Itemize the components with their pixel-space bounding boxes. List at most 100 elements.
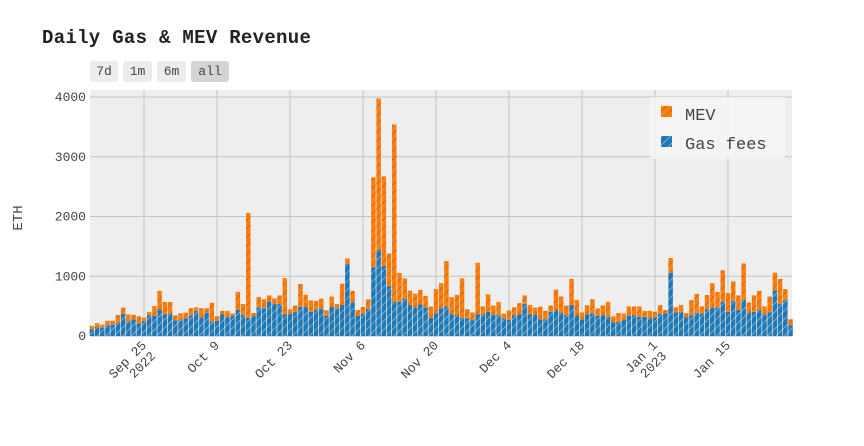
bar-mev[interactable] <box>736 295 741 311</box>
bar-gas-fees[interactable] <box>501 318 507 336</box>
bar-mev[interactable] <box>428 306 434 318</box>
bar-gas-fees[interactable] <box>475 314 480 336</box>
bar-gas-fees[interactable] <box>538 319 543 336</box>
bar-gas-fees[interactable] <box>350 302 355 336</box>
bar-gas-fees[interactable] <box>553 310 559 336</box>
bar-gas-fees[interactable] <box>454 315 460 336</box>
bar-gas-fees[interactable] <box>386 286 392 336</box>
bar-mev[interactable] <box>438 283 444 309</box>
bar-mev[interactable] <box>548 305 553 312</box>
bar-gas-fees[interactable] <box>584 314 590 336</box>
bar-mev[interactable] <box>506 310 512 320</box>
bar-mev[interactable] <box>496 301 501 316</box>
bar-gas-fees[interactable] <box>683 317 689 336</box>
bar-gas-fees[interactable] <box>339 304 345 336</box>
bar-gas-fees[interactable] <box>694 312 699 336</box>
bar-gas-fees[interactable] <box>767 312 772 336</box>
bar-mev[interactable] <box>611 316 616 323</box>
bar-gas-fees[interactable] <box>480 314 486 336</box>
bar-mev[interactable] <box>788 319 793 326</box>
bar-mev[interactable] <box>152 306 157 316</box>
bar-mev[interactable] <box>673 307 679 313</box>
bar-mev[interactable] <box>595 308 600 316</box>
bar-gas-fees[interactable] <box>616 321 621 336</box>
bar-mev[interactable] <box>668 258 673 273</box>
bar-gas-fees[interactable] <box>564 315 569 336</box>
bar-gas-fees[interactable] <box>689 315 694 336</box>
bar-gas-fees[interactable] <box>100 327 105 336</box>
bar-gas-fees[interactable] <box>652 317 658 336</box>
bar-gas-fees[interactable] <box>438 308 444 336</box>
bar-mev[interactable] <box>564 305 569 316</box>
bar-mev[interactable] <box>454 294 460 316</box>
bar-mev[interactable] <box>256 296 261 308</box>
bar-mev[interactable] <box>433 289 439 314</box>
bar-gas-fees[interactable] <box>725 311 731 336</box>
bar-gas-fees[interactable] <box>647 318 653 336</box>
bar-mev[interactable] <box>710 283 715 308</box>
bar-mev[interactable] <box>637 306 642 317</box>
bar-gas-fees[interactable] <box>178 320 183 336</box>
bar-mev[interactable] <box>527 304 533 315</box>
bar-gas-fees[interactable] <box>173 320 178 336</box>
bar-gas-fees[interactable] <box>433 313 439 336</box>
bar-gas-fees[interactable] <box>527 314 533 336</box>
bar-gas-fees[interactable] <box>605 316 611 336</box>
bar-mev[interactable] <box>465 309 470 319</box>
bar-gas-fees[interactable] <box>183 318 188 336</box>
bar-gas-fees[interactable] <box>611 322 616 336</box>
bar-gas-fees[interactable] <box>756 310 762 336</box>
bar-mev[interactable] <box>146 312 152 316</box>
bar-mev[interactable] <box>371 177 376 268</box>
bar-mev[interactable] <box>704 295 710 310</box>
bar-mev[interactable] <box>136 316 142 324</box>
bar-mev[interactable] <box>376 98 381 250</box>
bar-mev[interactable] <box>319 298 324 310</box>
bar-gas-fees[interactable] <box>136 323 142 336</box>
bar-mev[interactable] <box>313 300 319 310</box>
bar-mev[interactable] <box>162 301 168 315</box>
legend-label-mev[interactable]: MEV <box>685 107 716 126</box>
bar-mev[interactable] <box>569 278 574 305</box>
bar-gas-fees[interactable] <box>126 321 131 336</box>
bar-mev[interactable] <box>167 301 173 314</box>
bar-mev[interactable] <box>287 309 293 314</box>
bar-mev[interactable] <box>350 290 355 303</box>
legend[interactable]: MEV Gas fees <box>650 97 785 159</box>
bar-mev[interactable] <box>402 278 407 299</box>
bar-mev[interactable] <box>511 307 517 316</box>
bar-gas-fees[interactable] <box>621 319 626 336</box>
bar-gas-fees[interactable] <box>423 307 428 336</box>
bar-gas-fees[interactable] <box>287 313 293 336</box>
bar-gas-fees[interactable] <box>204 312 209 336</box>
bar-gas-fees[interactable] <box>282 314 288 336</box>
bar-gas-fees[interactable] <box>772 290 778 336</box>
bar-gas-fees[interactable] <box>590 313 595 336</box>
bar-gas-fees[interactable] <box>167 313 173 336</box>
bar-mev[interactable] <box>110 320 115 325</box>
bar-gas-fees[interactable] <box>569 304 574 336</box>
bar-mev[interactable] <box>751 295 757 312</box>
bar-mev[interactable] <box>261 299 267 309</box>
bar-gas-fees[interactable] <box>256 307 261 336</box>
bar-mev[interactable] <box>600 305 606 316</box>
bar-gas-fees[interactable] <box>345 263 350 336</box>
bar-gas-fees[interactable] <box>292 312 298 336</box>
bar-gas-fees[interactable] <box>412 307 418 336</box>
bar-mev[interactable] <box>783 289 788 300</box>
bar-gas-fees[interactable] <box>631 315 637 336</box>
bar-gas-fees[interactable] <box>214 320 220 336</box>
bar-mev[interactable] <box>298 284 303 307</box>
bar-mev[interactable] <box>501 313 507 319</box>
bar-mev[interactable] <box>689 300 694 316</box>
bar-mev[interactable] <box>193 307 199 311</box>
bar-mev[interactable] <box>558 296 564 313</box>
bar-gas-fees[interactable] <box>558 312 564 336</box>
bar-mev[interactable] <box>574 299 580 316</box>
bar-gas-fees[interactable] <box>392 301 397 336</box>
bar-mev[interactable] <box>365 299 371 310</box>
bar-mev[interactable] <box>266 295 272 302</box>
bar-gas-fees[interactable] <box>141 321 147 336</box>
bar-mev[interactable] <box>678 304 684 312</box>
bar-mev[interactable] <box>235 291 241 310</box>
